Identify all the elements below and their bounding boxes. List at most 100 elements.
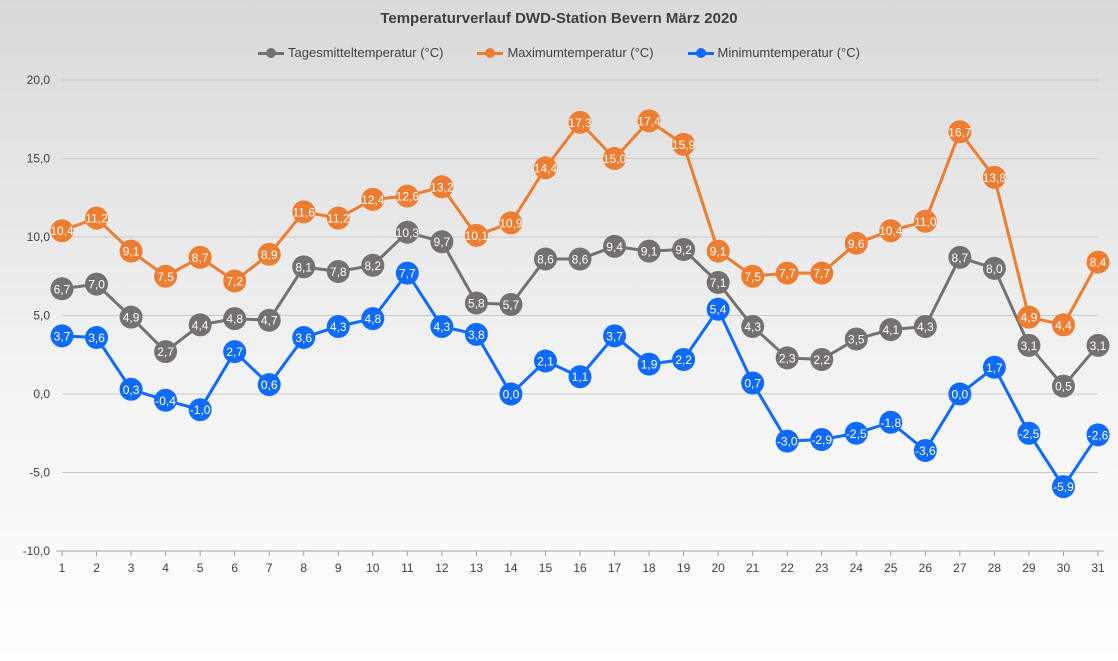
- data-point-min: [223, 340, 247, 364]
- data-label-min: -3,6: [915, 444, 936, 458]
- data-point-min: [672, 347, 696, 371]
- data-point-min: [948, 382, 972, 406]
- data-point-max: [464, 223, 488, 247]
- data-label-min: 5,4: [710, 303, 727, 317]
- data-point-min: [464, 322, 488, 346]
- data-label-mean: 3,1: [1090, 339, 1107, 353]
- data-label-mean: 2,2: [813, 353, 830, 367]
- data-label-max: 7,5: [744, 270, 761, 284]
- data-point-mean: [568, 247, 592, 271]
- legend-label: Minimumtemperatur (°C): [717, 45, 860, 60]
- x-tick-label: 12: [435, 561, 449, 575]
- data-label-max: 7,5: [157, 270, 174, 284]
- data-label-min: -2,5: [1019, 427, 1040, 441]
- data-label-mean: 0,5: [1055, 380, 1072, 394]
- data-label-max: 10,1: [465, 229, 489, 243]
- x-tick-label: 24: [850, 561, 864, 575]
- x-tick-label: 29: [1022, 561, 1036, 575]
- data-point-mean: [879, 318, 903, 342]
- data-point-mean: [361, 253, 385, 277]
- data-point-min: [326, 314, 350, 338]
- data-point-min: [810, 428, 834, 452]
- data-label-mean: 4,7: [261, 314, 278, 328]
- data-point-min: [188, 398, 212, 422]
- data-label-min: 0,0: [503, 388, 520, 402]
- data-point-min: [430, 314, 454, 338]
- data-label-max: 13,8: [983, 171, 1007, 185]
- data-label-mean: 6,7: [54, 282, 71, 296]
- data-label-min: 0,0: [952, 388, 969, 402]
- data-label-mean: 4,9: [123, 311, 140, 325]
- data-label-max: 8,7: [192, 251, 209, 265]
- data-label-mean: 9,2: [675, 243, 692, 257]
- data-point-mean: [395, 220, 419, 244]
- y-tick-label: 0,0: [33, 387, 50, 401]
- data-point-min: [1051, 475, 1075, 499]
- data-label-min: 1,7: [986, 361, 1003, 375]
- data-point-max: [119, 239, 143, 263]
- x-tick-label: 13: [470, 561, 484, 575]
- data-point-mean: [1017, 333, 1041, 357]
- data-label-min: -3,0: [777, 435, 798, 449]
- data-point-min: [741, 371, 765, 395]
- data-label-min: 3,7: [54, 329, 71, 343]
- data-label-mean: 2,3: [779, 351, 796, 365]
- data-point-max: [913, 209, 937, 233]
- data-label-mean: 3,5: [848, 333, 865, 347]
- data-point-max: [361, 187, 385, 211]
- data-label-max: 17,4: [637, 114, 661, 128]
- data-label-max: 7,7: [813, 267, 830, 281]
- data-point-max: [85, 206, 109, 230]
- data-point-min: [292, 325, 316, 349]
- data-label-mean: 9,1: [641, 245, 658, 259]
- data-point-mean: [775, 346, 799, 370]
- data-point-min: [499, 382, 523, 406]
- data-label-mean: 7,8: [330, 265, 347, 279]
- x-tick-label: 28: [988, 561, 1002, 575]
- data-label-max: 16,7: [948, 125, 972, 139]
- legend: Tagesmitteltemperatur (°C) Maximumtemper…: [0, 45, 1118, 60]
- data-label-max: 10,4: [50, 224, 74, 238]
- data-point-min: [1017, 421, 1041, 445]
- data-point-min: [706, 297, 730, 321]
- data-label-max: 7,2: [226, 274, 243, 288]
- data-label-max: 9,6: [848, 237, 865, 251]
- data-point-max: [50, 219, 74, 243]
- data-label-mean: 8,1: [295, 260, 312, 274]
- data-point-mean: [913, 314, 937, 338]
- data-point-mean: [741, 314, 765, 338]
- data-label-min: 4,3: [330, 320, 347, 334]
- data-point-max: [741, 264, 765, 288]
- data-point-min: [775, 429, 799, 453]
- x-tick-label: 3: [128, 561, 135, 575]
- data-point-mean: [1086, 333, 1110, 357]
- x-tick-label: 5: [197, 561, 204, 575]
- data-label-mean: 8,7: [952, 251, 969, 265]
- x-tick-label: 20: [711, 561, 725, 575]
- data-point-max: [223, 269, 247, 293]
- data-point-min: [879, 410, 903, 434]
- data-label-min: 3,6: [295, 331, 312, 345]
- data-point-mean: [499, 293, 523, 317]
- data-point-min: [154, 388, 178, 412]
- data-point-max: [982, 165, 1006, 189]
- data-label-max: 11,0: [914, 215, 937, 229]
- data-point-max: [603, 147, 627, 170]
- legend-label: Tagesmitteltemperatur (°C): [288, 45, 444, 60]
- data-point-max: [1086, 250, 1110, 274]
- data-label-mean: 4,1: [882, 323, 899, 337]
- data-label-max: 11,2: [327, 212, 350, 226]
- data-point-mean: [326, 260, 350, 284]
- data-label-mean: 4,3: [917, 320, 934, 334]
- data-label-max: 10,9: [499, 216, 523, 230]
- x-tick-label: 25: [884, 561, 898, 575]
- x-tick-label: 2: [93, 561, 100, 575]
- data-label-min: 3,7: [606, 329, 623, 343]
- data-label-min: 0,7: [744, 377, 761, 391]
- data-point-min: [361, 307, 385, 331]
- x-tick-label: 17: [608, 561, 622, 575]
- data-point-max: [568, 110, 592, 134]
- data-label-max: 9,1: [123, 245, 140, 259]
- x-tick-label: 15: [539, 561, 553, 575]
- data-label-max: 12,4: [361, 193, 385, 207]
